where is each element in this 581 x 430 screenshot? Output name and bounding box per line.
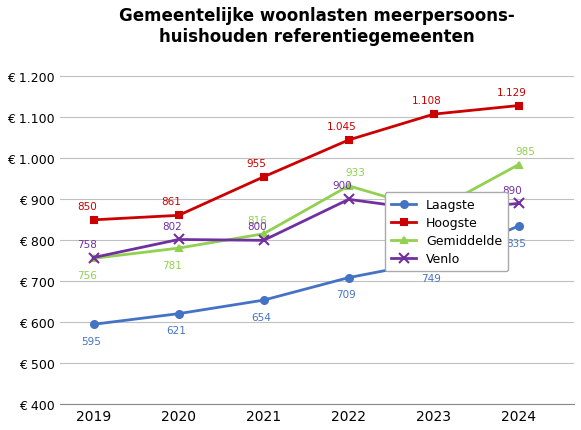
Venlo [345, 197, 352, 203]
Text: 654: 654 [251, 312, 271, 322]
Text: 890: 890 [502, 185, 522, 195]
Gemiddelde [515, 163, 522, 168]
Venlo [260, 238, 267, 243]
Hoogste [175, 213, 182, 218]
Text: 850: 850 [77, 202, 96, 212]
Text: 800: 800 [247, 222, 267, 232]
Line: Hoogste: Hoogste [90, 103, 522, 224]
Gemiddelde [260, 232, 267, 237]
Hoogste [90, 218, 97, 223]
Gemiddelde [90, 256, 97, 261]
Text: 933: 933 [346, 168, 365, 178]
Line: Gemiddelde: Gemiddelde [90, 162, 522, 262]
Hoogste [515, 104, 522, 109]
Text: 816: 816 [247, 215, 267, 225]
Text: 861: 861 [162, 197, 182, 207]
Hoogste [260, 175, 267, 180]
Venlo [431, 209, 437, 214]
Gemiddelde [345, 184, 352, 189]
Line: Laagste: Laagste [90, 223, 522, 328]
Text: 835: 835 [506, 238, 526, 248]
Text: 781: 781 [162, 260, 182, 270]
Laagste [515, 224, 522, 229]
Text: 758: 758 [77, 239, 96, 249]
Text: 900: 900 [332, 181, 352, 191]
Laagste [175, 311, 182, 316]
Gemiddelde [175, 246, 182, 251]
Gemiddelde [431, 209, 437, 214]
Text: 872: 872 [417, 223, 437, 233]
Text: 749: 749 [421, 273, 441, 283]
Title: Gemeentelijke woonlasten meerpersoons-
huishouden referentiegemeenten: Gemeentelijke woonlasten meerpersoons- h… [119, 7, 515, 46]
Text: 1.045: 1.045 [327, 122, 357, 132]
Laagste [431, 259, 437, 264]
Legend: Laagste, Hoogste, Gemiddelde, Venlo: Laagste, Hoogste, Gemiddelde, Venlo [385, 193, 508, 272]
Text: 985: 985 [516, 146, 536, 156]
Text: 1.129: 1.129 [497, 87, 527, 98]
Hoogste [345, 138, 352, 143]
Hoogste [431, 112, 437, 117]
Text: 955: 955 [247, 159, 267, 169]
Laagste [90, 322, 97, 327]
Text: 872: 872 [417, 223, 437, 233]
Text: 595: 595 [81, 336, 101, 346]
Text: 709: 709 [336, 289, 356, 300]
Line: Venlo: Venlo [89, 195, 523, 263]
Laagste [260, 298, 267, 303]
Text: 621: 621 [166, 326, 186, 335]
Venlo [515, 201, 522, 206]
Laagste [345, 275, 352, 280]
Text: 802: 802 [162, 221, 181, 231]
Venlo [175, 237, 182, 243]
Venlo [90, 255, 97, 261]
Text: 756: 756 [77, 270, 96, 280]
Text: 1.108: 1.108 [412, 96, 442, 106]
